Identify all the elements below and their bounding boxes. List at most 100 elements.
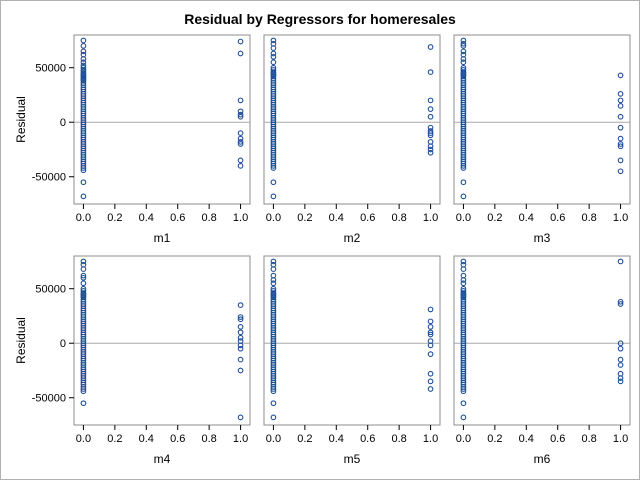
data-point bbox=[270, 193, 277, 200]
data-point bbox=[270, 277, 277, 283]
data-point bbox=[80, 56, 87, 62]
data-point bbox=[460, 388, 467, 395]
data-point bbox=[427, 370, 434, 377]
data-point bbox=[80, 37, 87, 44]
x-tick-label: 1.0 bbox=[233, 433, 248, 445]
x-tick-label: 0.8 bbox=[391, 212, 406, 224]
x-tick-label: 0.0 bbox=[76, 433, 91, 445]
data-point bbox=[237, 334, 244, 341]
x-tick-label: 0.2 bbox=[487, 212, 502, 224]
x-tick-label: 0.2 bbox=[297, 212, 312, 224]
x-tick-label: 0.0 bbox=[456, 212, 471, 224]
data-point bbox=[427, 342, 434, 349]
data-point bbox=[270, 280, 277, 287]
data-point bbox=[237, 367, 244, 374]
data-point bbox=[460, 277, 467, 283]
data-point bbox=[237, 162, 244, 169]
x-tick-label: 0.6 bbox=[170, 433, 185, 445]
data-point bbox=[617, 124, 624, 131]
x-tick-label: 1.0 bbox=[423, 433, 438, 445]
data-point bbox=[237, 111, 244, 118]
data-point bbox=[270, 53, 277, 60]
x-axis-label: m6 bbox=[534, 452, 551, 466]
x-tick-label: 0.6 bbox=[170, 212, 185, 224]
data-point bbox=[270, 258, 277, 265]
data-point bbox=[237, 342, 244, 349]
data-point bbox=[460, 162, 467, 169]
data-point bbox=[237, 314, 244, 320]
x-tick-label: 0.4 bbox=[139, 212, 154, 224]
data-point bbox=[460, 386, 467, 392]
data-point bbox=[427, 386, 434, 392]
data-point bbox=[427, 130, 434, 136]
data-point bbox=[80, 258, 87, 265]
data-point bbox=[237, 50, 244, 57]
data-point bbox=[617, 168, 624, 175]
data-point bbox=[427, 329, 434, 336]
x-tick-label: 1.0 bbox=[613, 433, 628, 445]
data-point bbox=[80, 386, 87, 392]
data-point bbox=[270, 179, 277, 186]
x-axis-label: m2 bbox=[344, 231, 361, 245]
data-point bbox=[237, 329, 244, 336]
data-point bbox=[427, 306, 434, 313]
x-tick-label: 0.0 bbox=[266, 433, 281, 445]
data-point bbox=[80, 272, 87, 279]
panel-frame-m2 bbox=[263, 34, 441, 205]
data-point bbox=[617, 135, 624, 142]
data-point bbox=[80, 48, 87, 55]
panel-frame-m4 bbox=[73, 255, 251, 426]
x-tick-label: 0.6 bbox=[360, 433, 375, 445]
x-tick-label: 1.0 bbox=[613, 212, 628, 224]
x-tick-label: 0.8 bbox=[201, 212, 216, 224]
panel-frame-m5 bbox=[263, 255, 441, 426]
data-point bbox=[427, 106, 434, 112]
data-point bbox=[617, 301, 624, 307]
x-tick-label: 0.2 bbox=[107, 212, 122, 224]
data-point bbox=[617, 375, 624, 381]
data-point bbox=[237, 302, 244, 308]
data-point bbox=[460, 165, 467, 171]
data-point bbox=[617, 362, 624, 368]
y-axis-label: Residual bbox=[14, 317, 28, 364]
x-axis-label: m3 bbox=[534, 231, 551, 245]
data-point bbox=[237, 139, 244, 145]
x-axis-label: m4 bbox=[154, 452, 171, 466]
data-point bbox=[617, 141, 624, 147]
data-point bbox=[237, 324, 244, 330]
data-point bbox=[427, 318, 434, 325]
data-point bbox=[617, 72, 624, 79]
data-point bbox=[427, 351, 434, 357]
data-point bbox=[617, 97, 624, 104]
data-point bbox=[617, 356, 624, 363]
data-point bbox=[427, 124, 434, 131]
data-point bbox=[237, 108, 244, 115]
data-point bbox=[427, 149, 434, 156]
data-point bbox=[617, 345, 624, 352]
data-point bbox=[427, 143, 434, 150]
data-point bbox=[460, 193, 467, 200]
data-point bbox=[237, 113, 244, 120]
data-point bbox=[270, 50, 277, 57]
y-tick-label: 50000 bbox=[35, 284, 66, 296]
data-point bbox=[237, 130, 244, 136]
data-point bbox=[270, 400, 277, 407]
data-point bbox=[237, 97, 244, 104]
data-point bbox=[270, 266, 277, 272]
data-point bbox=[237, 38, 244, 45]
x-tick-label: 1.0 bbox=[423, 212, 438, 224]
y-tick-label: -50000 bbox=[32, 172, 66, 184]
x-axis-label: m5 bbox=[344, 452, 361, 466]
data-point bbox=[460, 266, 467, 272]
data-point bbox=[80, 274, 87, 281]
data-point bbox=[460, 414, 467, 421]
data-point bbox=[617, 143, 624, 150]
x-tick-label: 0.4 bbox=[519, 433, 534, 445]
data-point bbox=[617, 91, 624, 97]
data-point bbox=[80, 165, 87, 171]
data-point bbox=[270, 37, 277, 44]
data-point bbox=[270, 386, 277, 392]
data-point bbox=[460, 400, 467, 407]
panel-frame-m6 bbox=[453, 255, 631, 426]
data-point bbox=[460, 56, 467, 62]
